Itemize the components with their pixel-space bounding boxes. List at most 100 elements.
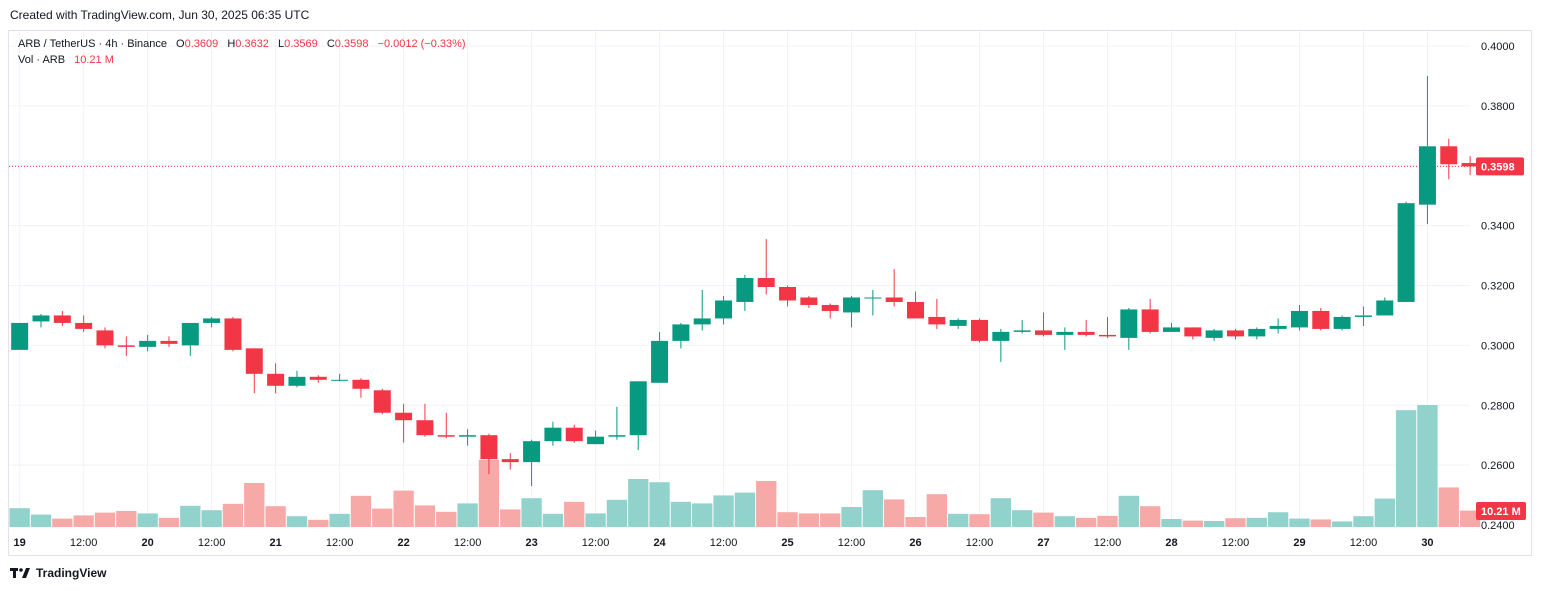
x-tick-label: 24	[653, 537, 666, 549]
candle-body	[544, 427, 562, 442]
last-price-tag-bg	[1476, 157, 1524, 176]
volume-bar	[926, 494, 948, 527]
candle-body	[459, 435, 477, 437]
candle-body	[1461, 163, 1479, 167]
volume-bar	[1203, 521, 1225, 527]
volume-bar	[158, 517, 180, 527]
volume-bar	[969, 514, 990, 527]
candle-body	[395, 412, 413, 421]
symbol-label[interactable]: ARB / TetherUS · 4h · Binance	[18, 38, 167, 50]
candle-body	[1333, 316, 1351, 329]
ohlc-row: ARB / TetherUS · 4h · Binance O0.3609 H0…	[18, 36, 466, 52]
volume-bar	[457, 503, 478, 527]
candle-body	[1077, 331, 1095, 335]
volume-bar	[1097, 515, 1118, 527]
price-axis: 0.40000.38000.36000.34000.32000.30000.28…	[1481, 41, 1515, 532]
candle-body	[1440, 146, 1458, 165]
x-tick-label: 12:00	[198, 537, 226, 549]
volume-bar	[1353, 516, 1374, 527]
volume-bar	[862, 490, 884, 527]
x-tick-label: 12:00	[838, 537, 866, 549]
candle-body	[907, 301, 925, 319]
x-tick-label: 12:00	[966, 537, 994, 549]
volume-bar	[1459, 510, 1481, 527]
candle-body	[160, 340, 178, 344]
time-axis: 19 12:00 20 12:00 21 12:00 22 12:00 23 12:00 24 12:…	[14, 537, 1434, 549]
close-label: C	[326, 38, 335, 50]
volume-bar	[393, 490, 414, 527]
x-tick-label: 23	[525, 537, 537, 549]
low-value: 0.3569	[284, 38, 318, 50]
open-label: O	[176, 38, 185, 50]
volume-bar	[372, 508, 393, 527]
close-value: 0.3598	[334, 38, 369, 50]
volume-bar	[564, 501, 585, 527]
x-tick-label: 21	[270, 537, 282, 549]
tradingview-logo-icon	[10, 568, 30, 578]
x-tick-label: 19	[14, 537, 26, 549]
candle-body	[565, 427, 583, 442]
volume-value: 10.21 M	[74, 54, 114, 66]
candle-body	[1354, 315, 1372, 317]
candle-body	[1269, 325, 1287, 329]
x-tick-label: 27	[1037, 537, 1049, 549]
volume-bar	[1417, 405, 1438, 527]
x-tick-label: 12:00	[454, 537, 482, 549]
last-price-tag-text: 0.3598	[1481, 161, 1515, 173]
candle-body	[523, 441, 541, 463]
volume-bar	[649, 482, 670, 527]
volume-bar	[222, 503, 244, 527]
y-tick-label: 0.4000	[1481, 41, 1515, 53]
x-tick-label: 28	[1165, 537, 1177, 549]
candle-body	[1120, 309, 1138, 338]
candle-body	[139, 340, 157, 347]
candle-body	[117, 345, 135, 347]
volume-bar	[1139, 506, 1161, 527]
volume-bar	[585, 513, 606, 527]
candle-body	[885, 297, 903, 302]
volume-bar	[1374, 498, 1395, 527]
volume-bar	[1118, 495, 1139, 527]
candle-body	[843, 297, 861, 313]
volume-bar	[350, 495, 372, 527]
y-tick-label: 0.2400	[1481, 520, 1515, 532]
candle-body	[672, 324, 690, 341]
candle-body	[331, 379, 349, 381]
volume-bar	[756, 481, 777, 527]
volume-bar	[990, 498, 1012, 527]
created-with-caption: Created with TradingView.com, Jun 30, 20…	[10, 8, 310, 22]
candle-body	[864, 297, 882, 299]
candle-body	[501, 459, 519, 463]
volume-bar	[1289, 518, 1310, 527]
volume-bar	[777, 512, 798, 527]
candle-body	[736, 278, 754, 302]
candle-body	[32, 315, 50, 322]
volume-bar	[1438, 487, 1459, 527]
x-tick-label: 12:00	[1350, 537, 1378, 549]
volume-bar	[820, 513, 841, 527]
candle-body	[288, 376, 306, 386]
volume-bar	[1395, 410, 1417, 527]
x-tick-label: 26	[909, 537, 921, 549]
candle-body	[309, 376, 327, 380]
x-tick-label: 30	[1421, 537, 1433, 549]
candle-body	[1141, 309, 1159, 332]
volume-bar	[670, 501, 692, 527]
candle-body	[779, 286, 797, 301]
chart-legend: ARB / TetherUS · 4h · Binance O0.3609 H0…	[18, 36, 466, 68]
candle-body	[949, 319, 967, 326]
volume-bar	[542, 513, 564, 527]
candle-body	[416, 420, 434, 436]
tradingview-brand[interactable]: TradingView	[10, 566, 106, 580]
candle-body	[1248, 328, 1266, 337]
volume-bar	[1012, 510, 1033, 527]
low-label: L	[278, 38, 285, 50]
high-label: H	[227, 38, 236, 50]
volume-label[interactable]: Vol · ARB	[18, 54, 66, 66]
x-tick-label: 12:00	[326, 537, 354, 549]
volume-bar	[1331, 521, 1353, 527]
y-tick-label: 0.3000	[1481, 340, 1515, 352]
chart-frame	[8, 30, 1532, 556]
volume-bar	[905, 517, 926, 527]
